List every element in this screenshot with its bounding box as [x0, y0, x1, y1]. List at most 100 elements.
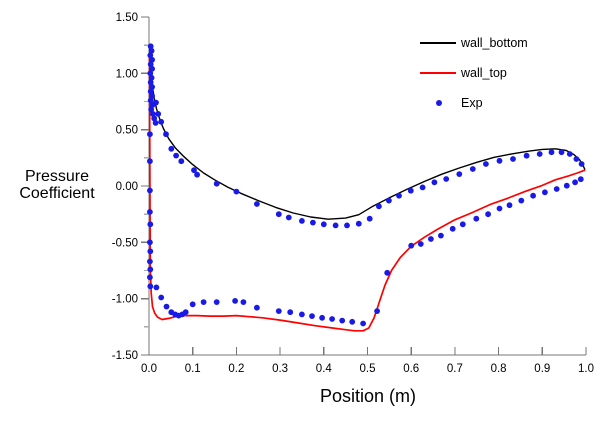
exp-data-point: [152, 120, 159, 126]
exp-data-point: [147, 70, 154, 77]
exp-data-point: [151, 115, 158, 122]
exp-data-point: [332, 222, 339, 229]
exp-data-point: [149, 93, 156, 99]
exp-data-point: [469, 166, 476, 172]
x-tick-label: 0.1: [185, 363, 201, 375]
exp-data-point: [573, 156, 580, 162]
exp-data-point: [150, 111, 156, 117]
x-tick-label: 0.9: [534, 363, 550, 375]
exp-data-point: [147, 258, 153, 265]
exp-data-point: [178, 158, 185, 165]
exp-data-point: [254, 201, 260, 207]
x-tick-label: 0.2: [228, 363, 244, 375]
exp-data-point: [275, 308, 282, 314]
exp-data-point: [232, 298, 239, 304]
exp-data-point: [548, 149, 555, 156]
exp-data-point: [530, 192, 536, 199]
exp-data-point: [147, 52, 154, 59]
exp-data-point: [459, 221, 466, 228]
legend-item-wall-bottom: wall_bottom: [420, 28, 528, 58]
exp-data-point: [572, 179, 578, 186]
exp-data-point: [155, 111, 162, 117]
exp-data-point: [147, 79, 154, 86]
blue-dot-icon: [436, 100, 442, 106]
y-tick-label: 1.00: [116, 68, 138, 80]
exp-data-point: [254, 304, 260, 311]
exp-data-point: [147, 266, 154, 273]
exp-data-point: [158, 118, 165, 125]
y-tick-label: 0.50: [116, 125, 138, 137]
exp-data-point: [147, 88, 154, 95]
red-line-icon: [420, 72, 456, 74]
exp-data-point: [163, 131, 169, 138]
exp-dot-swatch: [420, 100, 458, 106]
exp-data-point: [449, 225, 456, 232]
exp-data-point: [518, 197, 525, 204]
exp-data-point: [349, 318, 356, 325]
y-tick-label: 0.00: [116, 181, 138, 193]
exp-data-point: [147, 187, 153, 194]
exp-data-point: [147, 283, 154, 290]
exp-data-point: [153, 284, 160, 291]
exp-data-point: [147, 239, 153, 246]
exp-data-point: [153, 99, 159, 106]
exp-data-point: [408, 242, 415, 249]
x-tick-label: 0.7: [447, 363, 463, 375]
exp-data-point: [563, 182, 570, 189]
exp-data-point: [309, 313, 315, 319]
exp-data-point: [344, 222, 350, 229]
exp-data-point: [577, 176, 584, 183]
exp-data-point: [443, 176, 450, 182]
exp-data-point: [553, 186, 560, 192]
exp-data-point: [485, 211, 491, 218]
exp-data-point: [536, 151, 543, 157]
exp-data-point: [407, 187, 414, 194]
exp-data-point: [173, 152, 180, 159]
y-axis-title: Pressure Coefficient: [0, 168, 114, 202]
wall-top-line-swatch: [420, 72, 458, 74]
exp-data-point: [339, 317, 346, 324]
exp-data-point: [147, 43, 154, 50]
exp-data-point: [384, 269, 391, 276]
exp-data-point: [366, 215, 373, 222]
x-tick-label: 0.6: [403, 363, 419, 375]
exp-data-point: [299, 218, 305, 224]
y-tick-label: 1.50: [116, 12, 138, 24]
exp-data-point: [329, 316, 335, 322]
exp-data-point: [148, 74, 155, 81]
exp-data-point: [417, 241, 424, 247]
exp-data-point: [275, 211, 282, 218]
legend-item-exp: Exp: [420, 88, 528, 118]
exp-data-point: [285, 214, 292, 221]
exp-data-point: [374, 308, 380, 314]
x-tick-label: 0.0: [141, 363, 157, 375]
exp-data-point: [558, 149, 565, 156]
x-axis-title: Position (m): [319, 386, 417, 406]
exp-data-point: [149, 56, 156, 63]
exp-data-point: [566, 151, 573, 157]
legend: wall_bottom wall_top Exp: [420, 28, 528, 118]
series-wall_top-line: [148, 55, 586, 332]
legend-label-wall-bottom: wall_bottom: [461, 36, 528, 50]
y-axis-title-line2: Coefficient: [19, 185, 95, 202]
exp-data-point: [147, 158, 153, 165]
wall-bottom-line-swatch: [420, 42, 458, 44]
exp-data-point: [200, 299, 207, 305]
x-tick-label: 0.3: [272, 363, 288, 375]
exp-data-point: [319, 314, 325, 321]
exp-data-point: [213, 180, 220, 187]
exp-data-point: [360, 320, 366, 327]
exp-data-point: [147, 97, 154, 104]
exp-data-point: [147, 209, 153, 215]
legend-label-exp: Exp: [461, 96, 483, 110]
legend-item-wall-top: wall_top: [420, 58, 528, 88]
exp-data-point: [149, 84, 156, 90]
x-tick-label: 1.0: [578, 363, 594, 375]
exp-data-point: [287, 309, 294, 316]
exp-data-point: [456, 171, 463, 178]
exp-data-point: [299, 311, 305, 318]
exp-data-point: [149, 65, 156, 72]
exp-data-point: [428, 236, 434, 242]
exp-data-point: [163, 303, 170, 310]
